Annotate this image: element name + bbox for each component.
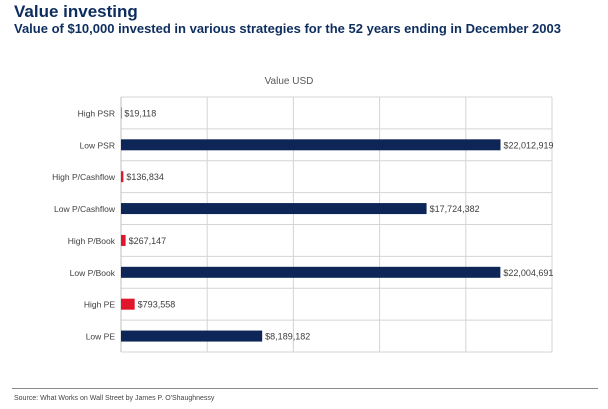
bars xyxy=(121,107,501,342)
bar-low-pe xyxy=(121,330,263,342)
data-label: $793,558 xyxy=(138,300,176,310)
category-label: High PE xyxy=(84,300,116,310)
category-label: High P/Cashflow xyxy=(52,172,116,182)
category-label: High P/Book xyxy=(68,236,116,246)
footer-divider xyxy=(12,388,598,389)
gridlines xyxy=(120,96,553,353)
source-note: Source: What Works on Wall Street by Jam… xyxy=(14,395,215,402)
bar-low-p-cashflow xyxy=(121,203,427,215)
category-label: Low PE xyxy=(86,332,116,342)
category-label: Low P/Cashflow xyxy=(54,204,116,214)
category-label: Low PSR xyxy=(80,140,115,150)
labels: High PSR $19,118 Low PSR $22,012,919 High P/… xyxy=(52,108,553,341)
page-subtitle: Value of $10,000 invested in various str… xyxy=(14,21,561,36)
bar-high-pe xyxy=(121,298,135,310)
category-label: Low P/Book xyxy=(70,268,116,278)
category-label: High PSR xyxy=(78,108,115,118)
bar-chart: Value USD High PSR $19,118 Low PSR $22,012,… xyxy=(52,76,554,353)
data-label: $136,834 xyxy=(126,172,164,182)
data-label: $22,004,691 xyxy=(503,268,553,278)
data-label: $17,724,382 xyxy=(430,204,480,214)
bar-low-p-book xyxy=(121,266,501,278)
data-label: $22,012,919 xyxy=(504,140,554,150)
bar-high-p-cashflow xyxy=(121,171,124,183)
data-label: $8,189,182 xyxy=(265,332,310,342)
page-title: Value investing xyxy=(14,2,138,21)
bar-high-psr xyxy=(121,107,122,119)
bar-low-psr xyxy=(121,139,501,151)
data-label: $19,118 xyxy=(124,108,156,118)
bar-high-p-book xyxy=(121,234,126,246)
chart-title: Value USD xyxy=(265,76,314,87)
data-label: $267,147 xyxy=(129,236,167,246)
